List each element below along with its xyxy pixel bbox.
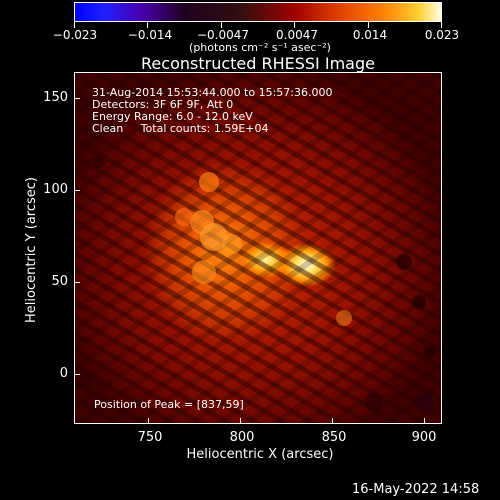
colorbar-tick-label: −0.0047	[196, 28, 250, 42]
x-tick-label: 900	[411, 430, 437, 445]
y-axis-ticks	[74, 72, 80, 424]
image-plot-area: 31-Aug-2014 15:53:44.000 to 15:57:36.000…	[74, 72, 442, 424]
x-tick-label: 750	[137, 430, 163, 445]
info-energy-range: Energy Range: 6.0 - 12.0 keV	[92, 110, 253, 123]
colorbar-units-label: (photons cm⁻² s⁻¹ asec⁻²)	[189, 41, 331, 54]
colorbar-tick-label: 0.023	[424, 28, 460, 42]
y-tick-label: 0	[59, 366, 68, 381]
plot-title: Reconstructed RHESSI Image	[141, 54, 375, 73]
colorbar-tick-label: 0.0047	[276, 28, 318, 42]
plot-frame	[74, 72, 442, 424]
x-axis-ticks	[74, 418, 442, 424]
footer-date: 16-May-2022 14:58	[352, 482, 480, 497]
colorbar-tick-label: −0.014	[127, 28, 173, 42]
colorbar	[74, 2, 442, 22]
y-axis-label: Heliocentric Y (arcsec)	[24, 177, 39, 323]
info-time-range: 31-Aug-2014 15:53:44.000 to 15:57:36.000	[92, 86, 333, 99]
peak-position-label: Position of Peak = [837,59]	[94, 398, 244, 411]
info-detectors: Detectors: 3F 6F 9F, Att 0	[92, 98, 234, 111]
x-tick-label: 800	[229, 430, 255, 445]
image-ripples	[74, 72, 442, 424]
y-tick-label: 50	[51, 274, 68, 289]
colorbar-tick-label: −0.023	[52, 28, 98, 42]
x-tick-label: 850	[321, 430, 347, 445]
colorbar-tick-label: 0.014	[352, 28, 388, 42]
y-tick-label: 100	[43, 182, 68, 197]
x-axis-label: Heliocentric X (arcsec)	[186, 447, 334, 462]
info-clean-counts: Clean Total counts: 1.59E+04	[92, 122, 269, 135]
colorbar-ticks	[74, 22, 442, 28]
y-tick-label: 150	[43, 90, 68, 105]
